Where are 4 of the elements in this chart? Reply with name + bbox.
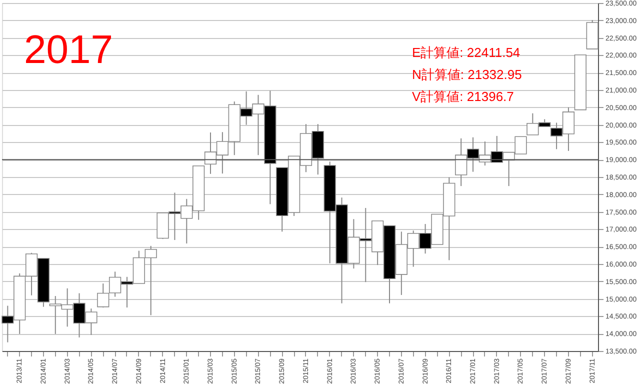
annotation: E計算値: 22411.54 bbox=[412, 45, 520, 60]
annotation: V計算値: 21396.7 bbox=[412, 89, 514, 104]
annotation: N計算値: 21332.95 bbox=[412, 67, 522, 82]
annotation: 2017 bbox=[24, 28, 113, 72]
